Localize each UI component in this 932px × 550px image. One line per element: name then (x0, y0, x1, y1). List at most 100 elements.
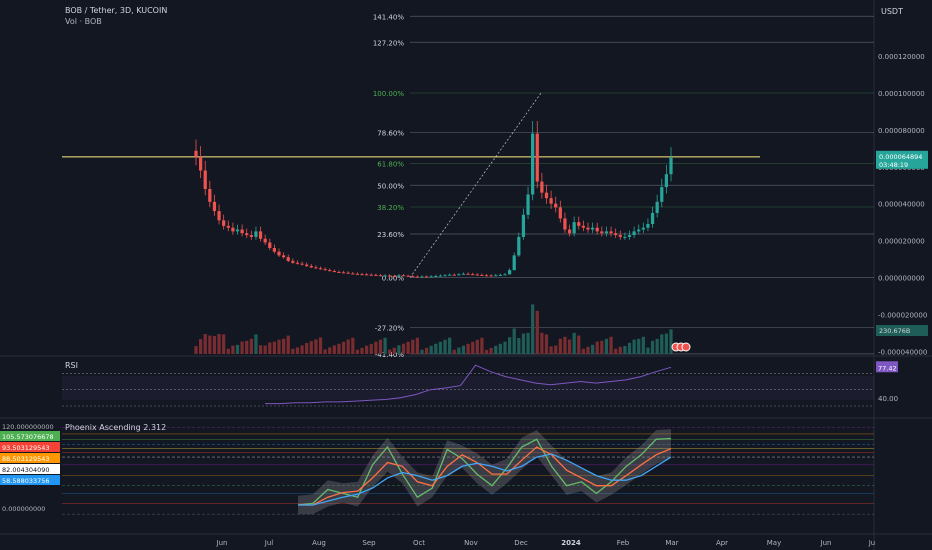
fib-anchor-line (409, 92, 542, 278)
candle-body (249, 235, 253, 237)
volume-bar (360, 347, 364, 354)
candle-body (438, 275, 443, 277)
candle-body (424, 276, 429, 278)
candle-body (323, 269, 327, 271)
candle-body (318, 268, 323, 270)
time-axis-label: Nov (464, 539, 478, 547)
oscillator-value-label: 82.004304090 (2, 466, 50, 474)
candle-body (632, 231, 636, 236)
candle-body (383, 275, 387, 277)
currency-label[interactable]: USDT (881, 7, 903, 16)
candle-body (282, 255, 286, 258)
volume-bar (461, 345, 466, 354)
candle-body (655, 201, 659, 213)
volume-bar (535, 310, 539, 354)
fib-level-label: -41.40% (375, 351, 405, 359)
price-tick-label: 0.000040000 (878, 201, 925, 209)
candle-body (581, 225, 585, 228)
volume-bar (217, 334, 221, 354)
volume-bar (429, 345, 433, 354)
volume-bar (480, 337, 484, 354)
volume-bar (254, 334, 258, 354)
volume-bar (212, 336, 217, 354)
volume-bar (392, 347, 396, 354)
volume-bar (282, 338, 286, 354)
rsi-value-tag (876, 361, 898, 373)
candle-body (503, 274, 507, 276)
candle-body (203, 170, 207, 189)
candle-body (471, 274, 475, 276)
volume-bar (309, 341, 313, 354)
volume-bar (341, 341, 346, 354)
volume-bar (531, 304, 535, 354)
candle-body (517, 236, 521, 256)
oscillator-value-label: 0.000000000 (2, 505, 45, 513)
oscillator-value-label: 58.588033756 (2, 477, 50, 485)
candle-body (240, 229, 244, 234)
candle-body (669, 157, 673, 175)
candle-body (198, 156, 203, 171)
candle-body (614, 233, 618, 236)
fib-level-label: 50.00% (377, 182, 404, 190)
volume-bar (567, 339, 572, 354)
volume-bar (452, 349, 456, 354)
volume-bar (669, 329, 673, 354)
candle-body (295, 262, 300, 264)
candle-body (650, 212, 655, 225)
oscillator-value-tag (0, 503, 60, 513)
volume-bar (623, 346, 627, 354)
candle-body (277, 251, 281, 256)
volume-bar (291, 348, 295, 354)
oscillator-value-label: 105.573076678 (2, 433, 54, 441)
candle-body (540, 181, 544, 193)
candle-body (577, 222, 581, 226)
volume-bar (604, 338, 609, 354)
candle-body (392, 276, 396, 278)
rsi-line (265, 364, 672, 405)
candle-body (567, 229, 572, 234)
volume-bar (637, 338, 641, 354)
fib-level-label: -27.20% (375, 325, 405, 333)
volume-bar (457, 347, 461, 354)
volume-bar (484, 349, 489, 354)
candle-body (549, 198, 553, 204)
candle-body (337, 271, 341, 273)
candle-body (595, 227, 599, 232)
oscillator-value-tag (0, 475, 60, 485)
volume-bar (614, 348, 618, 354)
volume-bar (544, 334, 549, 354)
volume-bar (231, 345, 235, 354)
candle-body (300, 263, 304, 265)
volume-bar (286, 335, 290, 354)
time-axis-label: Apr (716, 539, 728, 547)
volume-bar (549, 346, 553, 354)
volume-bar (475, 339, 479, 354)
candle-body (554, 203, 558, 208)
fib-level-label: 0.00% (382, 275, 405, 283)
volume-bar (507, 337, 512, 354)
price-tick-label: 0.000020000 (878, 238, 925, 246)
volume-bar (512, 328, 516, 354)
volume-bar (627, 342, 632, 354)
volume-bar (632, 339, 636, 354)
candle-body (291, 260, 295, 263)
event-flag-icon (681, 342, 691, 352)
chart-title: BOB / Tether, 3D, KUCOIN (65, 6, 168, 15)
candle-body (388, 275, 392, 277)
volume-bar (415, 337, 419, 354)
candle-body (346, 272, 350, 274)
price-tick-label: 0.000000000 (878, 275, 925, 283)
volume-bar (323, 349, 327, 354)
volume-bar (314, 339, 318, 354)
candle-body (498, 274, 502, 276)
volume-bar (503, 341, 507, 354)
volume-bar (655, 338, 659, 354)
candle-body (600, 231, 604, 234)
volume-bar (346, 339, 350, 354)
volume-bar (397, 345, 401, 354)
volume-bar (600, 340, 604, 354)
candle-body (609, 231, 613, 234)
time-axis-label: Jun (216, 539, 228, 547)
volume-bar (295, 347, 300, 354)
volume-bar (374, 341, 378, 354)
